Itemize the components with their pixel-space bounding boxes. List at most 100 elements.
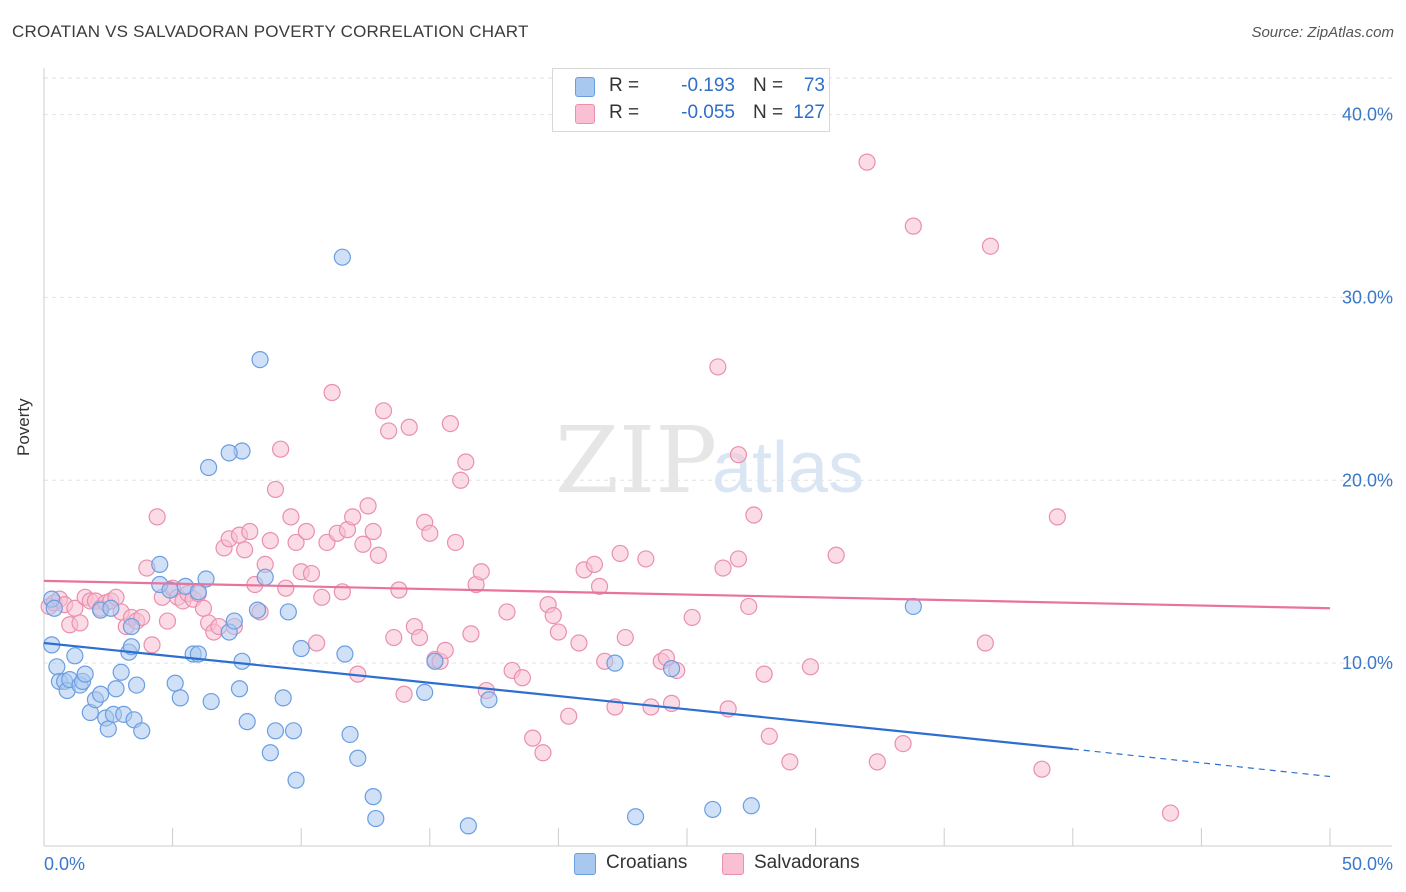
salvadorans-point (261, 532, 279, 550)
croatians-point (336, 645, 354, 663)
croatians-point (151, 555, 169, 574)
croatians-point (48, 658, 66, 676)
croatians-point (238, 713, 256, 731)
axes (43, 68, 1392, 847)
croatians-point (261, 744, 279, 762)
salvadorans-point (266, 480, 285, 499)
croatians-point (704, 800, 722, 819)
croatians-point (367, 809, 385, 828)
croatians-point (662, 660, 681, 678)
salvadorans-point (976, 634, 994, 652)
croatians-trend-line (43, 641, 1073, 751)
salvadorans-point (272, 440, 290, 458)
salvadorans-point (498, 603, 516, 621)
croatians-point (102, 599, 120, 617)
source-label: Source: ZipAtlas.com (1251, 24, 1394, 41)
salvadorans-point (374, 402, 393, 420)
croatians-point (426, 652, 444, 670)
croatians-point (225, 612, 243, 630)
salvadorans-point (158, 612, 177, 630)
salvadorans-point (390, 581, 408, 599)
salvadorans-point (560, 707, 578, 725)
salvadorans-point (287, 533, 305, 552)
salvadorans-point (369, 546, 387, 564)
croatians-point (230, 680, 249, 698)
salvadorans-point (148, 508, 166, 526)
croatians-point (45, 599, 63, 617)
salvadorans-point (241, 522, 259, 541)
croatians-point (606, 654, 624, 672)
salvadorans-point (354, 535, 372, 553)
croatians-point (742, 797, 760, 815)
salvadorans-point (904, 217, 922, 235)
salvadorans-point (421, 524, 439, 542)
croatians-point (626, 808, 645, 826)
croatians-point (76, 665, 94, 683)
salvadorans-point (585, 555, 604, 574)
salvadorans-point (1033, 760, 1051, 778)
salvadorans-point (457, 453, 475, 471)
salvadorans-point (395, 685, 413, 703)
croatians-point (459, 817, 477, 835)
salvadorans-point (452, 471, 470, 489)
croatians-point (284, 722, 303, 740)
croatians-point (171, 689, 189, 707)
legend-n-label: N = (753, 102, 784, 123)
salvadorans-point (436, 641, 454, 659)
salvadorans-point (462, 625, 480, 643)
bottom-legend-label: Salvadorans (754, 852, 860, 873)
salvadorans-point (570, 634, 588, 652)
salvadorans-point (616, 628, 634, 647)
salvadorans-point (827, 546, 845, 564)
salvadorans-point (534, 744, 552, 762)
salvadorans-point (714, 559, 732, 577)
croatians-point (248, 601, 267, 619)
salvadorans-point (740, 597, 758, 616)
tick-labels: 10.0% 20.0% 30.0% 40.0% 0.0% 50.0% (44, 105, 1393, 874)
croatians-point (341, 725, 359, 744)
croatians-point (220, 444, 238, 462)
salvadorans-point (549, 623, 568, 641)
salvadorans-point (308, 634, 326, 652)
salvadorans-point (323, 383, 341, 402)
croatians-point (904, 597, 922, 616)
salvadorans-point (611, 544, 629, 563)
salvadorans-point (1048, 508, 1066, 526)
legend-swatch-salvadorans (575, 104, 595, 124)
croatians-point (416, 683, 434, 702)
croatians-point (256, 568, 274, 586)
croatians-point (274, 689, 292, 707)
salvadorans-point (894, 734, 912, 753)
salvadorans-point (981, 237, 1000, 255)
croatians-point (333, 248, 351, 266)
legend-r-label: R = (609, 75, 640, 96)
croatians-point (91, 685, 110, 703)
croatians-point (122, 617, 141, 636)
salvadorans-point (380, 422, 398, 440)
croatians-point (287, 771, 305, 789)
salvadorans-point (729, 446, 748, 464)
salvadorans-point (344, 508, 362, 526)
legend-swatch-croatians (575, 77, 595, 97)
x-tick-label: 50.0% (1342, 854, 1393, 874)
croatians-point (112, 663, 130, 681)
salvadorans-point (513, 669, 531, 687)
watermark-zip: ZIP (555, 407, 717, 514)
salvadorans-trend-line (43, 579, 1331, 610)
croatians-trend-line-extension (1072, 748, 1331, 778)
salvadorans-point (143, 636, 161, 654)
salvadorans-point (781, 753, 799, 771)
watermark-atlas: atlas (712, 428, 864, 508)
salvadorans-point (302, 564, 321, 583)
salvadorans-point (236, 541, 254, 559)
salvadorans-point (544, 606, 562, 625)
croatians-point (279, 603, 297, 621)
salvadorans-point (729, 550, 748, 568)
croatians-point (266, 722, 285, 740)
salvadorans-point (868, 753, 886, 771)
croatians-point (133, 722, 151, 740)
salvadorans-point (524, 729, 542, 747)
croatians-point (233, 652, 251, 670)
y-tick-label: 10.0% (1342, 653, 1393, 673)
y-tick-label: 40.0% (1342, 105, 1393, 125)
